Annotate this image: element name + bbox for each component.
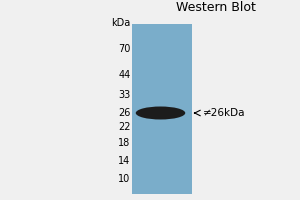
Text: 44: 44 [118,70,130,80]
Bar [132,24,192,194]
Text: 14: 14 [118,156,130,166]
Text: 70: 70 [118,44,130,54]
Text: ≠26kDa: ≠26kDa [202,108,245,118]
Text: 26: 26 [118,108,130,118]
Text: 10: 10 [118,174,130,184]
Text: 22: 22 [118,122,130,132]
Text: kDa: kDa [111,18,130,28]
Text: 33: 33 [118,90,130,100]
Text: Western Blot: Western Blot [176,1,256,14]
Ellipse shape [136,106,185,119]
Text: 18: 18 [118,138,130,148]
